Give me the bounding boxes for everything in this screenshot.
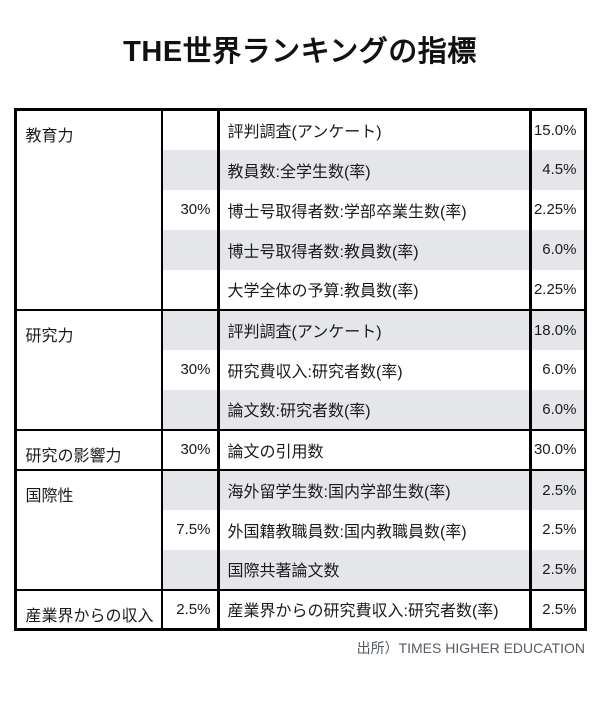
weight-cell [162,468,220,510]
indicator-cell: 産業界からの研究費収入:研究者数(率) [218,588,530,630]
category-cell: 産業界からの収入 [15,588,163,630]
indicator-cell: 評判調査(アンケート) [218,308,530,350]
source-note: 出所）TIMES HIGHER EDUCATION [356,640,585,656]
weight-cell: 30% [162,349,220,390]
weight-cell: 30% [162,428,220,470]
table-row: 7.5% 外国籍教職員数:国内教職員数(率) 2.5% [15,509,585,550]
weight-cell [162,549,220,590]
indicator-cell: 研究費収入:研究者数(率) [227,363,403,381]
indicator-cell: 博士号取得者数:教員数(率) [218,229,530,270]
value-cell: 30.0% [528,428,585,470]
weight-cell [162,389,220,430]
weight-cell [162,108,220,150]
indicator-cell: 大学全体の予算:教員数(率) [227,283,419,300]
table-row: 論文数:研究者数(率) 6.0% [15,389,585,430]
weight-cell [162,149,220,190]
indicator-cell: 博士号取得者数:学部卒業生数(率) [227,203,467,221]
table-row: 研究力 評判調査(アンケート) 18.0% [15,308,585,430]
indicator-table-body: 教育力 評判調査(アンケート) 15.0% 教員数:全学生数(率) 4.5% 30% 博士号… [15,108,585,630]
indicator-cell: 論文の引用数 [218,428,530,470]
value-cell: 2.5% [528,588,585,630]
indicator-cell: 教員数:全学生数(率) [218,149,530,190]
value-cell: 2.25% [528,189,585,230]
indicator-cell: 評判調査(アンケート) [218,108,530,150]
weight-cell: 30% [162,189,220,230]
table-row: 研究の影響力 30% 論文の引用数 30.0% [15,428,585,470]
table-row: 教員数:全学生数(率) 4.5% [15,149,585,190]
value-cell: 6.0% [528,349,585,390]
weight-cell [162,308,220,350]
value-cell: 2.5% [528,549,585,590]
table-row: 国際性 海外留学生数:国内学部生数(率) 2.5% [15,468,585,590]
table-row: 教育力 評判調査(アンケート) 15.0% [15,108,585,310]
value-cell: 4.5% [528,149,585,190]
indicator-cell: 論文数:研究者数(率) [218,389,530,430]
weight-cell [162,269,220,310]
weight-cell: 2.5% [162,588,220,630]
value-cell: 15.0% [528,108,585,150]
value-cell: 6.0% [528,389,585,430]
table-row: 30% 博士号取得者数:学部卒業生数(率) 2.25% [15,189,585,230]
weight-cell [162,229,220,270]
indicator-cell: 海外留学生数:国内学部生数(率) [218,468,530,510]
table-row: 大学全体の予算:教員数(率) 2.25% [15,269,585,310]
value-cell: 2.5% [528,509,585,550]
indicator-cell: 外国籍教職員数:国内教職員数(率) [227,523,467,541]
page-title: THE世界ランキングの指標 [123,36,477,68]
value-cell: 2.5% [528,468,585,510]
value-cell: 2.25% [528,269,585,310]
category-cell: 研究の影響力 [15,428,163,470]
indicator-table: 教育力 評判調査(アンケート) 15.0% 教員数:全学生数(率) 4.5% 30% 博士号… [13,108,587,631]
value-cell: 6.0% [528,229,585,270]
indicator-cell: 国際共著論文数 [218,549,530,590]
table-row: 30% 研究費収入:研究者数(率) 6.0% [15,349,585,390]
weight-cell: 7.5% [162,509,220,550]
table-row: 国際共著論文数 2.5% [15,549,585,590]
value-cell: 18.0% [528,308,585,350]
category-cell: 国際性 [15,468,163,590]
table-row: 産業界からの収入 2.5% 産業界からの研究費収入:研究者数(率) 2.5% [15,588,585,630]
category-cell: 研究力 [15,308,163,430]
category-cell: 教育力 [15,108,163,310]
table-row: 博士号取得者数:教員数(率) 6.0% [15,229,585,270]
